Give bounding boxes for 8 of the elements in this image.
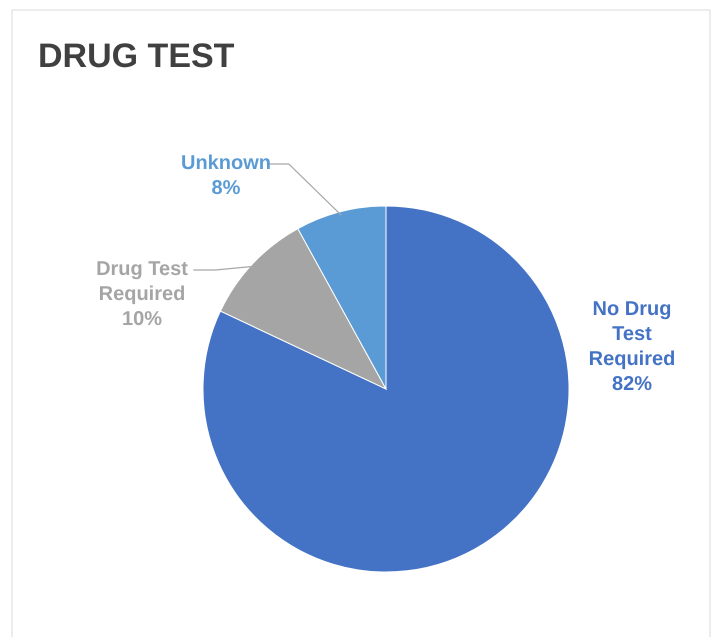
chart-title: DRUG TEST bbox=[38, 37, 235, 75]
slice-label: No Drug Test Required bbox=[588, 298, 676, 370]
slice-label: Drug Test Required bbox=[96, 258, 188, 305]
data-label: 8% bbox=[212, 177, 241, 199]
data-label: 10% bbox=[122, 308, 162, 330]
slice-label: Unknown bbox=[181, 152, 271, 174]
data-label: 82% bbox=[612, 373, 652, 395]
pie-slice bbox=[202, 206, 570, 572]
